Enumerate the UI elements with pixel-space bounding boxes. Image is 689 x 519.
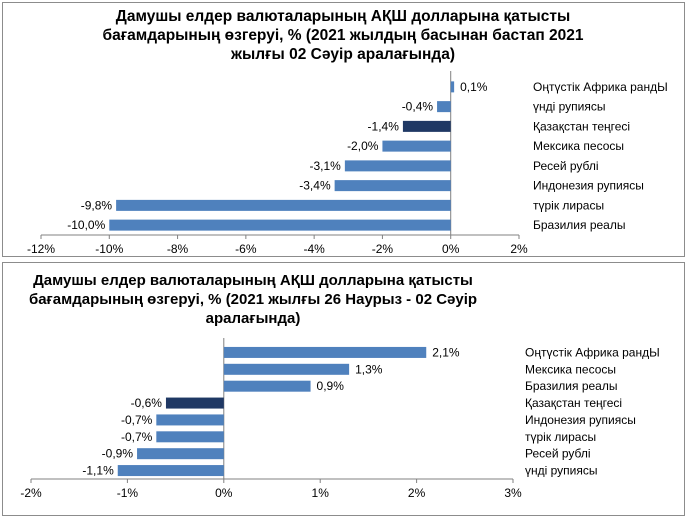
x-tick-label: -1%	[117, 486, 139, 500]
bar	[382, 140, 451, 152]
data-label: 0,1%	[460, 80, 488, 94]
bar	[223, 380, 311, 392]
x-tick-label: 3%	[504, 486, 522, 500]
data-label: -3,1%	[310, 159, 342, 173]
bar	[109, 219, 451, 231]
category-label: Қазақстан теңгесі	[533, 119, 630, 133]
data-label: 1,3%	[355, 362, 383, 376]
x-tick-label: -8%	[167, 242, 189, 256]
x-tick-label: 2%	[408, 486, 426, 500]
chart-title: Дамушы елдер валюталарының АҚШ долларына…	[63, 7, 623, 64]
bar-chart-week: -2% -1% 0% 1% 2% 3% 2,1% Оңтүстік Африка рандЫ 1…	[20, 338, 660, 500]
bar	[334, 180, 451, 192]
data-label: -1,1%	[82, 464, 114, 478]
data-label: 0,9%	[317, 379, 345, 393]
category-label: Ресей рублі	[533, 159, 599, 173]
x-tick-label: -12%	[27, 242, 55, 256]
category-label: Бразилия реалы	[533, 218, 625, 232]
chart-panel-week: Дамушы елдер валюталарының АҚШ долларына…	[2, 262, 685, 516]
category-label: Индонезия рупиясы	[525, 413, 636, 427]
category-label: Оңтүстік Африка рандЫ	[525, 345, 660, 359]
category-label: Индонезия рупиясы	[533, 179, 644, 193]
bar	[402, 120, 451, 132]
x-tick-label: -6%	[235, 242, 257, 256]
bar	[156, 431, 224, 443]
bar	[344, 160, 451, 172]
category-label: Мексика песосы	[533, 139, 624, 153]
bar	[117, 465, 224, 477]
bar	[437, 101, 451, 113]
x-tick-label: -2%	[372, 242, 394, 256]
bar	[223, 363, 350, 375]
category-label: Оңтүстік Африка рандЫ	[533, 80, 668, 94]
data-label: 2,1%	[432, 345, 460, 359]
bar	[116, 199, 451, 211]
x-tick-label: -10%	[95, 242, 123, 256]
category-label: Қазақстан теңгесі	[525, 396, 622, 410]
chart-panel-ytd: Дамушы елдер валюталарының АҚШ долларына…	[2, 2, 685, 257]
data-label: -2,0%	[347, 139, 379, 153]
data-label: -0,7%	[121, 413, 153, 427]
category-label: Ресей рублі	[525, 447, 591, 461]
bar	[165, 397, 224, 409]
data-label: -0,9%	[102, 447, 134, 461]
data-label: -3,4%	[299, 179, 331, 193]
title-line-1: Дамушы елдер валюталарының АҚШ долларына…	[115, 8, 571, 25]
chart-title: Дамушы елдер валюталарының АҚШ долларына…	[13, 271, 493, 328]
x-tick-label: 2%	[510, 242, 528, 256]
data-label: -1,4%	[368, 119, 400, 133]
data-label: -10,0%	[67, 218, 105, 232]
category-label: үнді рупиясы	[533, 100, 606, 114]
category-label: үнді рупиясы	[525, 464, 598, 478]
category-label: түрік лирасы	[525, 430, 596, 444]
data-label: -0,4%	[402, 100, 434, 114]
data-label: -0,7%	[121, 430, 153, 444]
data-label: -9,8%	[81, 198, 113, 212]
title-line-3: жылғы 02 Сәуір аралағында)	[231, 46, 455, 63]
x-tick-label: 1%	[312, 486, 330, 500]
bar	[137, 448, 224, 460]
title-line-2: бағамдарының өзгеруі, % (2021 жылғы 26 Н…	[28, 291, 478, 308]
bar-chart-ytd: -12% -10% -8% -6% -4% -2% 0% 2% 0,1% Оңтүстік Афр…	[27, 71, 668, 256]
data-label: -0,6%	[131, 396, 163, 410]
bar	[156, 414, 224, 426]
x-tick-label: -2%	[20, 486, 42, 500]
x-tick-label: -4%	[303, 242, 325, 256]
category-label: Мексика песосы	[525, 362, 616, 376]
bar	[223, 346, 427, 358]
title-line-3: аралағында)	[205, 310, 301, 327]
bar	[450, 81, 455, 93]
title-line-1: Дамушы елдер валюталарының АҚШ долларына…	[33, 272, 473, 289]
x-tick-label: 0%	[215, 486, 233, 500]
category-label: Бразилия реалы	[525, 379, 617, 393]
x-tick-label: 0%	[442, 242, 460, 256]
title-line-2: бағамдарының өзгеруі, % (2021 жылдың бас…	[102, 27, 584, 44]
category-label: түрік лирасы	[533, 198, 604, 212]
